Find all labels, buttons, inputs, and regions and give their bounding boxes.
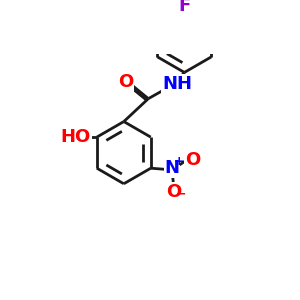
Text: F: F bbox=[178, 0, 190, 15]
Text: N: N bbox=[164, 159, 179, 177]
Text: O: O bbox=[118, 73, 133, 91]
Text: NH: NH bbox=[162, 75, 192, 93]
Text: +: + bbox=[174, 155, 185, 168]
Text: O: O bbox=[166, 183, 181, 201]
Text: −: − bbox=[176, 187, 186, 200]
Text: HO: HO bbox=[61, 128, 91, 146]
Text: O: O bbox=[185, 151, 200, 169]
